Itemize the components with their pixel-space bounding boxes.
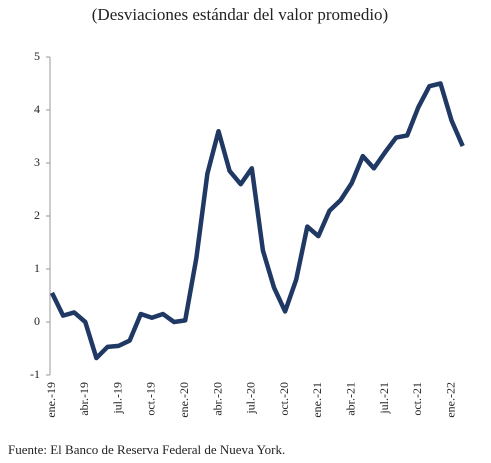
data-line	[49, 81, 465, 361]
y-tick-label: 0	[34, 314, 40, 328]
y-tick-label: 1	[34, 261, 40, 275]
x-tick-label: oct.-21	[410, 382, 424, 416]
x-tick-label: ene.-20	[177, 382, 191, 418]
x-tick-label: oct.-19	[144, 382, 158, 416]
source-note: Fuente: El Banco de Reserva Federal de N…	[8, 442, 285, 457]
y-tick-label: 2	[34, 208, 40, 222]
x-tick-label: ene.-22	[443, 382, 457, 418]
y-tick-label: 4	[34, 102, 40, 116]
x-tick-label: abr.-20	[210, 382, 224, 416]
x-tick-label: jul.-19	[110, 382, 124, 415]
x-tick-label: abr.-19	[77, 382, 91, 416]
x-tick-label: jul.-20	[244, 382, 258, 415]
x-tick-label: abr.-21	[343, 382, 357, 416]
y-tick-label: 5	[34, 49, 40, 63]
y-tick-label: -1	[30, 367, 40, 381]
x-tick-label: oct.-20	[277, 382, 291, 416]
x-tick-label: ene.-19	[44, 382, 58, 418]
y-tick-label: 3	[34, 155, 40, 169]
chart-subtitle: (Desviaciones estándar del valor promedi…	[92, 5, 388, 24]
x-tick-label: jul.-21	[377, 382, 391, 415]
x-tick-label: ene.-21	[310, 382, 324, 418]
